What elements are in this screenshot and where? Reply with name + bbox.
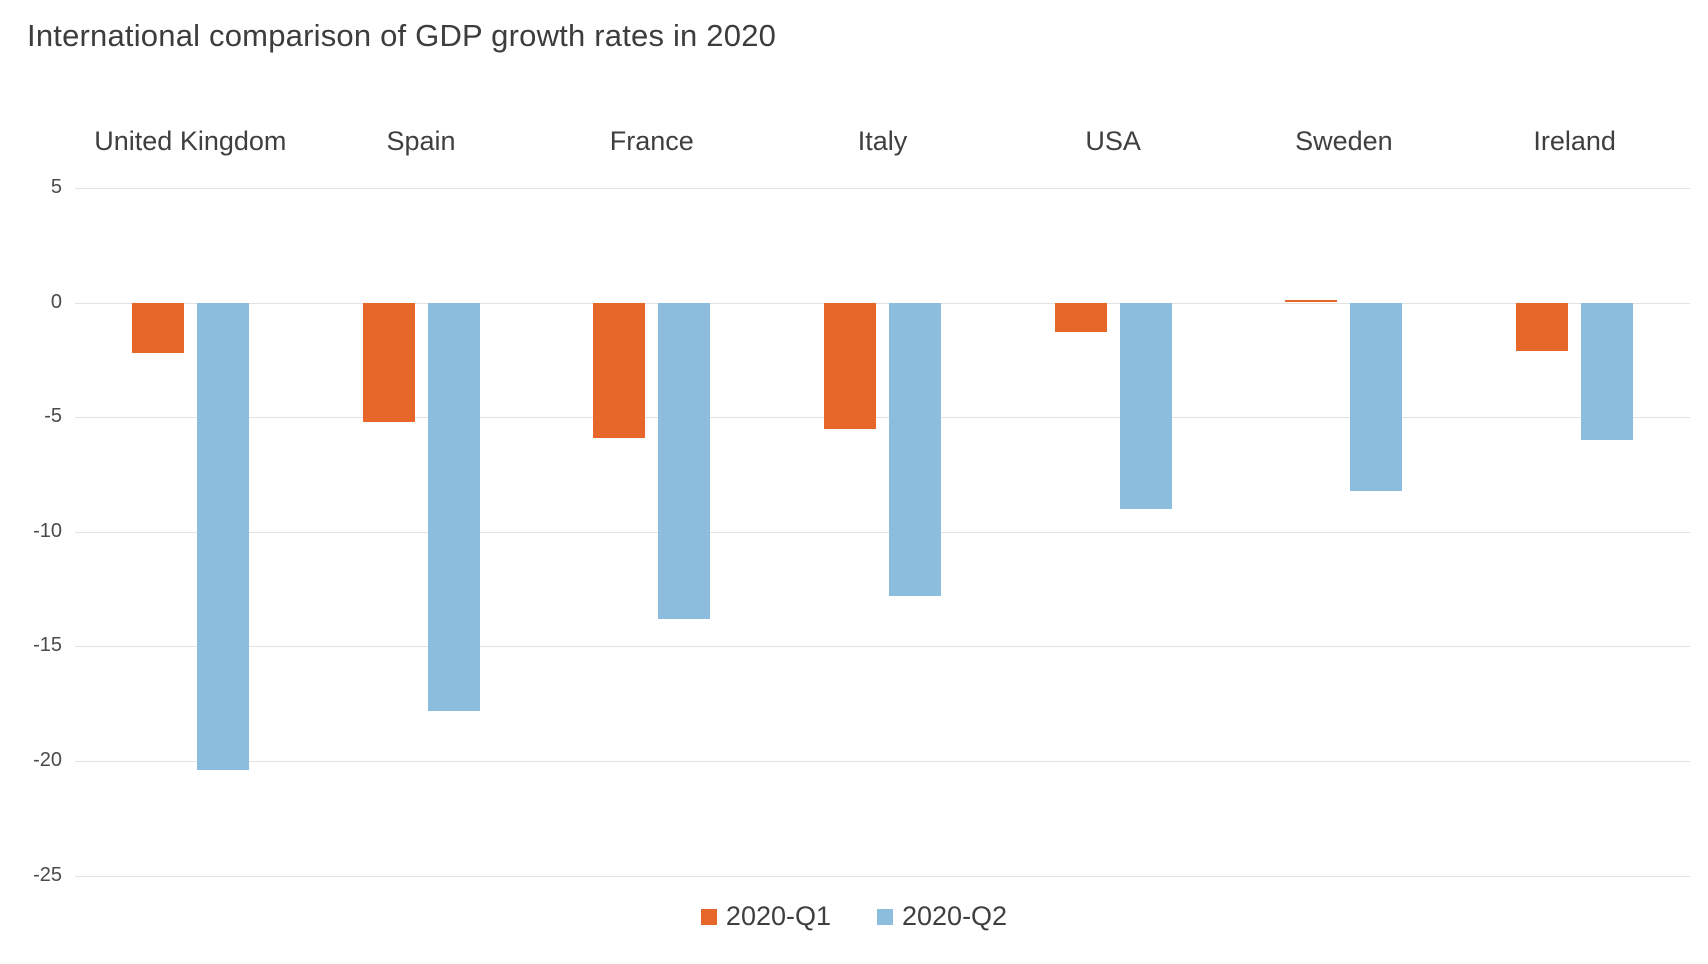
bar-usa-2020-Q2 (1119, 302, 1172, 509)
legend-label-q2: 2020-Q2 (902, 901, 1008, 931)
gridline-0 (75, 302, 1690, 304)
legend-swatch-q1-icon (700, 908, 717, 925)
chart-legend: 2020-Q1 2020-Q2 (0, 901, 1708, 932)
bar-spain-2020-Q1 (362, 302, 415, 422)
gridline--15 (75, 646, 1690, 648)
bar-france-2020-Q2 (658, 302, 711, 619)
category-label-united-kingdom: United Kingdom (94, 126, 287, 156)
category-label-italy: Italy (857, 126, 908, 156)
category-label-sweden: Sweden (1295, 126, 1393, 156)
bar-united-kingdom-2020-Q2 (196, 302, 249, 771)
y-axis-tick-label: -25 (33, 863, 62, 886)
chart-title: International comparison of GDP growth r… (27, 18, 777, 53)
bar-ireland-2020-Q1 (1516, 302, 1569, 351)
y-axis-tick-label: 5 (50, 175, 62, 198)
y-axis-tick-label: -15 (33, 634, 62, 657)
bar-usa-2020-Q1 (1054, 302, 1107, 333)
bar-italy-2020-Q2 (889, 302, 941, 596)
bar-italy-2020-Q1 (824, 302, 876, 429)
category-label-france: France (609, 126, 694, 156)
bar-united-kingdom-2020-Q1 (131, 302, 184, 353)
category-label-spain: Spain (386, 126, 456, 156)
bar-sweden-2020-Q2 (1350, 302, 1403, 491)
gridline-5 (75, 187, 1690, 189)
bar-france-2020-Q1 (593, 302, 646, 438)
y-axis-tick-label: 0 (50, 290, 62, 313)
y-axis-tick-label: -5 (44, 405, 62, 428)
bar-sweden-2020-Q1 (1285, 300, 1338, 303)
y-axis-tick-label: -20 (33, 749, 62, 772)
bar-spain-2020-Q2 (427, 302, 480, 711)
category-label-usa: USA (1085, 126, 1141, 156)
gridline--20 (75, 761, 1690, 763)
legend-swatch-q2-icon (877, 908, 893, 925)
gridline--25 (75, 875, 1690, 877)
y-axis-tick-label: -10 (33, 519, 62, 542)
legend-label-q1: 2020-Q1 (725, 901, 831, 931)
legend-item-q1: 2020-Q1 (700, 901, 831, 932)
legend-item-q2: 2020-Q2 (877, 901, 1007, 932)
bar-ireland-2020-Q2 (1581, 302, 1634, 441)
category-label-ireland: Ireland (1533, 126, 1616, 156)
gridline--5 (75, 417, 1690, 419)
gridline--10 (75, 531, 1690, 533)
